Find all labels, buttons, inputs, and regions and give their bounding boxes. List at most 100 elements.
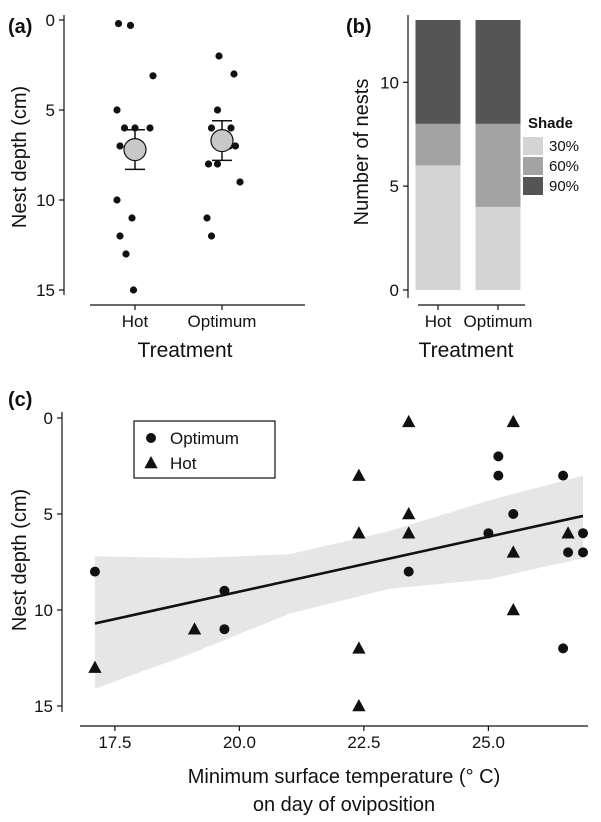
panel-b-bar-segment [475,206,521,290]
panel-c-legend-marker-hot [144,456,158,469]
panel-a-tick-labels: 0 5 10 15 Hot Optimum [36,11,256,331]
panel-c-ylabel: Nest depth (cm) [9,489,31,631]
panel-c-tick-labels: 0 5 10 15 17.5 20.0 22.5 25.0 [34,409,505,752]
panel-a-y-tick-label: 10 [36,191,55,210]
panel-c-fit-line [94,514,584,625]
panel-c-y-tick-label: 5 [44,505,53,524]
panel-a-point [129,286,138,294]
panel-c-x-tick-label: 25.0 [472,733,505,752]
panel-a-point [128,214,136,222]
panel-c-point-optimum [89,566,100,577]
panel-a-point [236,178,244,186]
panel-a-xlabel: Treatment [138,339,233,362]
panel-c-point-hot [561,526,575,539]
panel-a-axes [59,15,305,310]
panel-a: (a) Nest depth (cm) Treatment 0 5 10 15 Hot O… [8,11,305,362]
panel-c-x-tick-label: 22.5 [347,733,380,752]
panel-a-mean-marker [210,129,234,153]
panel-a-point [207,232,216,240]
panel-c-point-optimum [219,585,230,596]
panel-a-summary [123,120,234,171]
panel-a-point [114,20,123,28]
panel-b-legend-swatch [523,137,543,155]
panel-c-point-optimum [493,470,504,481]
panel-b-bars [415,20,521,290]
panel-a-y-tick-label: 15 [36,281,55,300]
panel-b-y-tick-label: 5 [390,177,399,196]
panel-a-point [113,106,121,114]
panel-b-bar-segment [415,20,461,124]
panel-b: (b) Number of nests Treatment 0 5 10 Hot Opt… [346,15,579,362]
panel-c-legend: Optimum Hot [133,420,276,479]
panel-c-point-optimum [219,624,230,635]
panel-a-x-tick-label: Optimum [188,312,257,331]
panel-c-point-hot [352,526,366,539]
panel-b-legend-title: Shade [528,115,573,132]
panel-c-point-optimum [558,643,569,654]
panel-b-legend-swatch [523,157,543,175]
panel-c-point-hot [402,526,416,539]
panel-b-tick-labels: 0 5 10 Hot Optimum [380,73,532,331]
panel-b-y-tick-label: 0 [390,281,399,300]
panel-a-point [126,21,135,29]
panel-c-point-hot [402,414,416,428]
panel-c-legend-label: Optimum [170,429,239,448]
panel-a-point [207,124,216,132]
panel-a-point [215,52,223,60]
panel-c-legend-box [133,420,276,479]
panel-b-x-tick-label: Optimum [464,312,533,331]
panel-a-point [227,124,235,132]
panel-c-legend-marker-optimum [146,433,156,443]
panel-c-point-hot [402,507,416,520]
panel-c-confidence-band [94,475,584,689]
panel-c-y-tick-label: 0 [44,409,53,428]
panel-a-x-tick-label: Hot [122,312,149,331]
panel-c-point-hot [352,468,366,481]
panel-b-bar-segment [475,123,521,207]
panel-c: (c) Nest depth (cm) Minimum surface temp… [8,389,589,816]
panel-a-point [230,70,238,78]
panel-a-point [149,72,157,80]
panel-c-point-hot [88,660,102,673]
panel-c-point-hot [187,622,202,635]
panel-c-x-tick-label: 17.5 [98,733,131,752]
panel-b-legend: Shade 30% 60% 90% [523,115,579,195]
panel-c-point-optimum [563,547,574,558]
panel-c-axes [57,412,588,731]
panel-c-point-optimum [558,470,569,481]
panel-b-ylabel: Number of nests [351,79,373,226]
panel-b-x-tick-label: Hot [425,312,452,331]
panel-a-point [203,214,211,222]
panel-b-label: (b) [346,16,372,38]
panel-b-y-tick-label: 10 [380,73,399,92]
panel-c-legend-label: Hot [170,454,197,473]
panel-a-y-tick-label: 5 [46,101,55,120]
panel-c-point-optimum [508,509,519,519]
panel-b-legend-label: 60% [549,158,579,175]
panel-c-point-hot [506,545,520,558]
panel-c-regression-line [94,514,584,625]
panel-c-xlabel-line1: Minimum surface temperature (° C) [188,766,501,788]
panel-c-point-optimum [403,566,414,577]
panel-c-y-tick-label: 15 [34,697,53,716]
panel-b-axes [403,15,525,310]
panel-c-point-hot [352,699,366,712]
panel-c-point-optimum [483,528,494,539]
panel-c-confidence-band-area [94,475,584,689]
panel-a-point [113,196,121,204]
panel-c-x-tick-label: 20.0 [223,733,256,752]
panel-c-point-hot [352,641,366,654]
panel-b-bar-segment [415,165,461,290]
panel-a-mean-marker [123,138,147,162]
panel-a-point [116,232,124,240]
panel-c-point-optimum [578,547,589,558]
panel-c-point-hot [506,603,520,616]
panel-a-ylabel: Nest depth (cm) [9,86,31,228]
panel-a-point [213,106,222,114]
panel-b-legend-label: 30% [549,138,579,155]
panel-c-point-hot [506,414,520,428]
panel-b-bar-segment [415,123,461,166]
panel-b-xlabel: Treatment [419,339,514,362]
panel-a-point [116,142,124,150]
